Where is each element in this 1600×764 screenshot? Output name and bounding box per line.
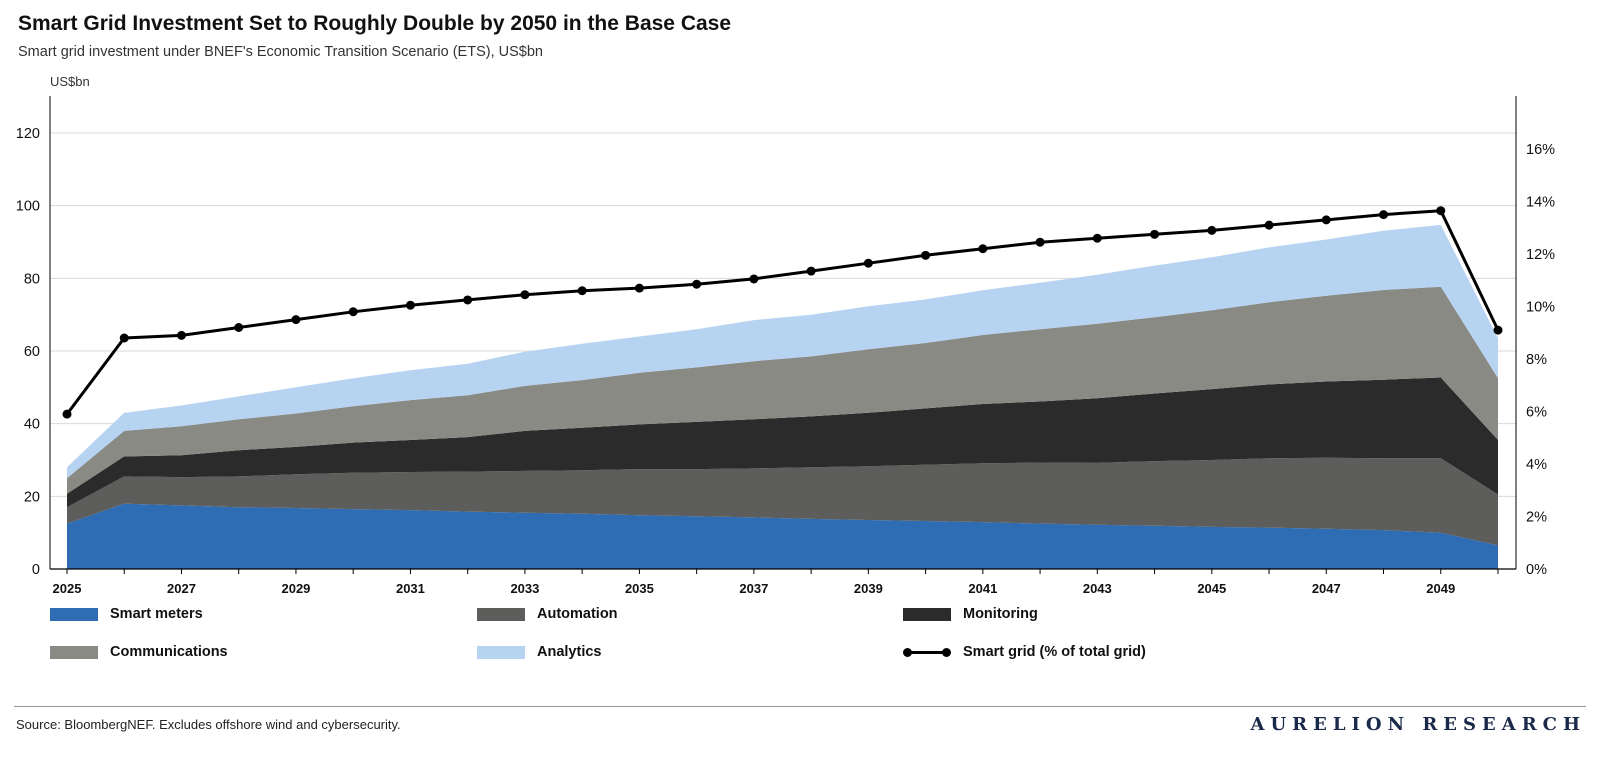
x-tick-label: 2039: [854, 581, 883, 596]
line-point: [692, 279, 702, 289]
legend-line-marker: [903, 646, 951, 659]
line-point: [1264, 220, 1274, 230]
y-tick-label: 120: [16, 126, 40, 142]
y2-tick-label: 6%: [1526, 405, 1547, 421]
x-tick-label: 2037: [739, 581, 768, 596]
smart-grid-percent-line: [65, 209, 1500, 416]
line-point: [1321, 215, 1331, 225]
area-automation: [67, 457, 1498, 546]
legend-label: Monitoring: [963, 606, 1038, 622]
y2-tick-label: 14%: [1526, 195, 1555, 211]
y-tick-label: 80: [24, 271, 40, 287]
legend-item-communications: Communications: [50, 644, 228, 660]
x-tick-label: 2041: [968, 581, 997, 596]
legend-item-automation: Automation: [477, 606, 618, 622]
legend-swatch-communications: [50, 645, 98, 659]
line-point: [1207, 225, 1217, 235]
legend-label: Automation: [537, 606, 618, 622]
chart-canvas: 0 20 40 60 80 100 120 0% 2% 4% 6% 8% 10% 12% 14% 16% 202…: [16, 96, 1555, 596]
line-point: [291, 315, 301, 325]
brand-wordmark: AURELION RESEARCH: [1250, 714, 1586, 735]
legend-item-monitoring: Monitoring: [903, 606, 1038, 622]
area-analytics: [67, 224, 1498, 479]
x-tick-label: 2031: [396, 581, 425, 596]
y-tick-label: 40: [24, 417, 40, 433]
line-point: [62, 409, 72, 419]
x-tick-label: 2045: [1197, 581, 1226, 596]
line-point: [749, 274, 759, 284]
y-tick-label: 20: [24, 489, 40, 505]
y2-tick-label: 10%: [1526, 300, 1555, 316]
stacked-areas: [67, 224, 1498, 569]
y-tick-label: 0: [32, 562, 40, 578]
line-point: [1493, 325, 1503, 335]
line-point: [1379, 210, 1389, 220]
x-tick-label: 2027: [167, 581, 196, 596]
line-point: [863, 258, 873, 268]
legend-label: Smart grid (% of total grid): [963, 644, 1146, 660]
y2-tick-label: 4%: [1526, 457, 1547, 473]
line-point: [634, 283, 644, 293]
line-point: [1092, 233, 1102, 243]
chart-title: Smart Grid Investment Set to Roughly Dou…: [18, 12, 732, 35]
y2-tick-label: 12%: [1526, 247, 1555, 263]
legend-label: Communications: [110, 644, 228, 660]
source-note: Source: BloombergNEF. Excludes offshore …: [16, 717, 401, 732]
area-smart-meters: [67, 503, 1498, 569]
line-point: [405, 300, 415, 310]
line-point: [577, 286, 587, 296]
line-point: [921, 250, 931, 260]
line-point: [119, 333, 129, 343]
y-axis-unit-label: US$bn: [50, 74, 90, 89]
y-tick-label: 60: [24, 344, 40, 360]
area-communications: [67, 286, 1498, 494]
legend-label: Analytics: [537, 644, 602, 660]
x-tick-label: 2049: [1426, 581, 1455, 596]
legend-label: Smart meters: [110, 606, 203, 622]
axes: 0 20 40 60 80 100 120 0% 2% 4% 6% 8% 10% 12% 14% 16% 202…: [16, 96, 1555, 596]
x-tick-label: 2033: [510, 581, 539, 596]
line-point: [234, 323, 244, 332]
y2-tick-label: 8%: [1526, 352, 1547, 368]
legend-swatch-automation: [477, 607, 525, 621]
legend-item-smart-meters: Smart meters: [50, 606, 203, 622]
y2-tick-label: 2%: [1526, 510, 1547, 526]
y2-tick-label: 0%: [1526, 562, 1547, 578]
line-point: [1150, 229, 1160, 239]
line-point: [1035, 237, 1045, 247]
legend-swatch-analytics: [477, 645, 525, 659]
legend-item-analytics: Analytics: [477, 644, 601, 660]
y-tick-label: 100: [16, 199, 40, 215]
x-tick-label: 2047: [1312, 581, 1341, 596]
legend-swatch-monitoring: [903, 607, 951, 621]
percent-line: [62, 206, 1503, 419]
x-tick-label: 2043: [1083, 581, 1112, 596]
line-point: [1436, 206, 1446, 216]
legend-item-smart-grid-percent: Smart grid (% of total grid): [903, 644, 1146, 660]
footer-divider: [14, 706, 1586, 707]
line-point: [978, 244, 988, 254]
line-point: [463, 295, 473, 305]
area-monitoring: [67, 377, 1498, 508]
line-point: [348, 307, 358, 317]
line-point: [176, 330, 186, 340]
chart-subtitle: Smart grid investment under BNEF's Econo…: [18, 44, 543, 60]
x-tick-label: 2029: [281, 581, 310, 596]
x-tick-label: 2025: [53, 581, 82, 596]
legend: Smart meters Automation Monitoring Commu…: [50, 606, 1350, 686]
legend-swatch-smart-meters: [50, 607, 98, 621]
y2-tick-label: 16%: [1526, 142, 1555, 158]
x-tick-label: 2035: [625, 581, 654, 596]
line-point: [520, 290, 530, 300]
line-point: [806, 266, 816, 276]
